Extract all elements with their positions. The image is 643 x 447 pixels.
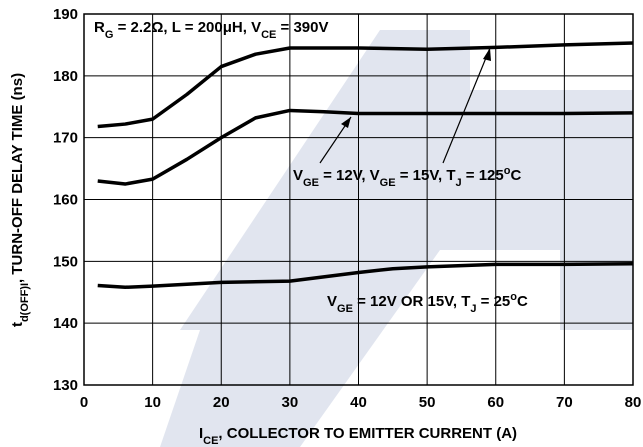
x-tick-label: 40 — [350, 394, 367, 411]
watermark — [40, 30, 633, 447]
text-run: = 125 — [462, 167, 504, 184]
x-axis-label: ICE, COLLECTOR TO EMITTER CURRENT (A) — [199, 425, 517, 447]
y-tick-label: 130 — [53, 377, 78, 394]
text-run: d(OFF)I — [19, 283, 31, 322]
annotation: RG = 2.2Ω, L = 200μH, VCE = 390V — [94, 19, 329, 41]
text-run: C — [517, 293, 528, 310]
series-line — [97, 262, 634, 290]
series-line — [97, 108, 634, 186]
series-line — [97, 41, 634, 129]
text-run: t — [9, 322, 26, 327]
x-tick-label: 50 — [419, 394, 436, 411]
x-tick-label: 10 — [144, 394, 161, 411]
y-tick-label: 180 — [53, 68, 78, 85]
x-tick-label: 30 — [282, 394, 299, 411]
y-tick-label: 170 — [53, 130, 78, 147]
grid — [83, 13, 634, 386]
text-run: GE — [337, 303, 353, 315]
arrow — [442, 47, 491, 164]
text-run: o — [510, 291, 517, 303]
text-run: R — [94, 19, 105, 36]
text-run: CE — [203, 435, 218, 447]
text-run: GE — [380, 177, 396, 189]
text-run: GE — [303, 177, 319, 189]
text-run: = 12V, V — [319, 167, 380, 184]
x-tick-label: 60 — [487, 394, 504, 411]
y-tick-label: 140 — [53, 315, 78, 332]
y-tick-label: 190 — [53, 6, 78, 23]
text-run: C — [510, 167, 521, 184]
arrow-head — [341, 117, 351, 128]
y-tick-label: 160 — [53, 192, 78, 209]
text-run: G — [105, 29, 114, 41]
text-run: = 2.2Ω, L = 200μH, V — [113, 19, 261, 36]
text-run: = 390V — [276, 19, 328, 36]
arrow-head — [483, 48, 491, 61]
text-run: J — [455, 177, 461, 189]
text-run: , TURN-OFF DELAY TIME (ns) — [9, 73, 26, 283]
text-run: J — [470, 303, 476, 315]
x-tick-label: 20 — [213, 394, 230, 411]
y-axis-label: td(OFF)I, TURN-OFF DELAY TIME (ns) — [9, 73, 31, 327]
text-run: V — [327, 293, 337, 310]
text-run: o — [504, 165, 511, 177]
annotation: VGE = 12V, VGE = 15V, TJ = 125oC — [293, 165, 521, 189]
text-run: I — [199, 425, 203, 442]
text-run: CE — [261, 29, 276, 41]
x-tick-label: 80 — [625, 394, 642, 411]
plot-frame — [83, 13, 634, 386]
x-tick-label: 70 — [556, 394, 573, 411]
text-run: = 25 — [476, 293, 510, 310]
text-run: V — [293, 167, 303, 184]
text-run: , COLLECTOR TO EMITTER CURRENT (A) — [218, 425, 517, 442]
x-tick-label: 0 — [80, 394, 88, 411]
annotation: VGE = 12V OR 15V, TJ = 25oC — [327, 291, 528, 315]
text-run: = 12V OR 15V, T — [353, 293, 470, 310]
text-run: = 15V, T — [396, 167, 456, 184]
y-tick-label: 150 — [53, 253, 78, 270]
